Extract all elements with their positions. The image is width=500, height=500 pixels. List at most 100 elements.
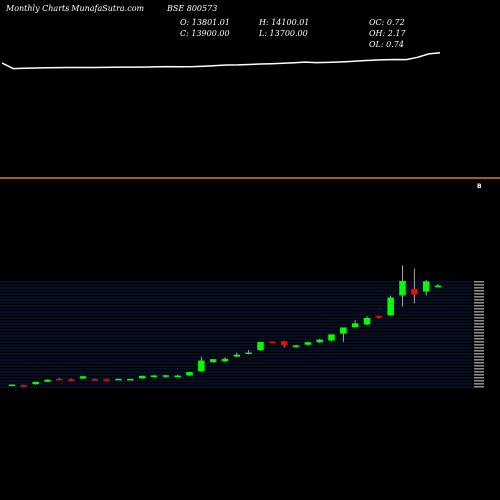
candle bbox=[67, 378, 75, 381]
price-scale-tick bbox=[474, 332, 484, 334]
price-scale-tick bbox=[474, 344, 484, 346]
price-scale-tick bbox=[474, 356, 484, 358]
price-scale-tick bbox=[474, 386, 484, 388]
candle-body bbox=[174, 375, 181, 378]
candle-body bbox=[186, 372, 193, 376]
candle-body bbox=[340, 327, 347, 334]
price-scale-tick bbox=[474, 326, 484, 328]
candle-body bbox=[198, 360, 205, 372]
candle-body bbox=[257, 342, 264, 351]
candle-body bbox=[79, 376, 87, 379]
candle-body bbox=[209, 359, 217, 363]
candle bbox=[363, 316, 371, 326]
candle-body bbox=[328, 334, 335, 341]
price-scale-tick bbox=[474, 311, 484, 313]
candle bbox=[316, 339, 323, 343]
price-scale-tick bbox=[474, 317, 484, 319]
price-scale-tick bbox=[474, 284, 484, 286]
candle bbox=[32, 381, 39, 385]
candle bbox=[150, 374, 158, 378]
price-scale-tick bbox=[474, 368, 484, 370]
price-scale-tick bbox=[474, 362, 484, 364]
candle bbox=[8, 384, 16, 387]
candle bbox=[340, 327, 347, 342]
candle bbox=[44, 379, 51, 382]
candle-body bbox=[375, 316, 383, 318]
close-value: C: 13900.00 bbox=[180, 29, 230, 38]
candle bbox=[328, 334, 335, 342]
chart-period-label: Monthly Charts bbox=[6, 4, 70, 13]
site-name: - MunafaSutra.com bbox=[66, 4, 145, 13]
price-scale-tick bbox=[474, 308, 484, 310]
price-scale-tick bbox=[474, 341, 484, 343]
candle-body bbox=[245, 352, 252, 355]
price-scale-tick bbox=[474, 374, 484, 376]
candle bbox=[174, 374, 181, 378]
candle-body bbox=[411, 288, 418, 295]
candle-body bbox=[67, 379, 75, 381]
candle bbox=[127, 378, 134, 381]
price-scale-tick bbox=[474, 281, 484, 283]
candle-body bbox=[363, 317, 371, 325]
candle-body bbox=[269, 341, 276, 343]
price-scale-tick bbox=[474, 323, 484, 325]
candle-body bbox=[316, 339, 323, 343]
candles bbox=[8, 265, 442, 387]
price-scale-tick bbox=[474, 350, 484, 352]
candle bbox=[434, 284, 442, 288]
price-scale-tick bbox=[474, 305, 484, 307]
candle bbox=[387, 295, 394, 316]
price-scale-tick bbox=[474, 365, 484, 367]
price-scale-tick bbox=[474, 335, 484, 337]
candle-body bbox=[8, 384, 16, 387]
oh-value: OH: 2.17 bbox=[369, 29, 406, 38]
candle-body bbox=[127, 378, 134, 381]
candle bbox=[56, 378, 63, 381]
price-scale-tick bbox=[474, 290, 484, 292]
candle-body bbox=[422, 281, 430, 292]
candle bbox=[269, 341, 276, 343]
candle-body bbox=[304, 342, 312, 345]
price-scale-tick bbox=[474, 359, 484, 361]
candle-body bbox=[233, 354, 241, 357]
price-scale-tick bbox=[474, 314, 484, 316]
candle-body bbox=[138, 375, 146, 379]
price-scale-tick bbox=[474, 347, 484, 349]
candle bbox=[79, 375, 87, 380]
indicator-label: B bbox=[477, 183, 482, 190]
candle-body bbox=[91, 379, 99, 381]
symbol-label: BSE 800573 bbox=[167, 4, 218, 13]
candle bbox=[280, 340, 288, 348]
candle bbox=[399, 265, 406, 307]
price-scale-tick bbox=[474, 380, 484, 382]
oc-value: OC: 0.72 bbox=[369, 18, 405, 27]
candle bbox=[162, 374, 170, 378]
candle-body bbox=[399, 280, 406, 296]
candle bbox=[422, 279, 430, 296]
grid-lines bbox=[0, 281, 484, 388]
candle bbox=[411, 268, 418, 304]
candle bbox=[91, 378, 99, 381]
candle bbox=[304, 341, 312, 346]
candle bbox=[245, 350, 252, 355]
candle bbox=[292, 344, 300, 348]
candle bbox=[198, 356, 205, 372]
candle-body bbox=[32, 381, 39, 385]
ol-value: OL: 0.74 bbox=[369, 40, 404, 49]
candle bbox=[351, 320, 359, 328]
price-scale-tick bbox=[474, 302, 484, 304]
high-value: H: 14100.01 bbox=[259, 18, 310, 27]
price-scale-tick bbox=[474, 338, 484, 340]
candle-body bbox=[280, 341, 288, 346]
candle bbox=[186, 372, 193, 377]
candle-body bbox=[221, 358, 229, 362]
price-scale-tick bbox=[474, 296, 484, 298]
candle bbox=[20, 384, 28, 387]
candle bbox=[221, 357, 229, 363]
candle bbox=[375, 315, 383, 319]
price-scale-tick bbox=[474, 287, 484, 289]
price-scale-tick bbox=[474, 383, 484, 385]
candle bbox=[103, 378, 110, 381]
price-scale-tick bbox=[474, 293, 484, 295]
